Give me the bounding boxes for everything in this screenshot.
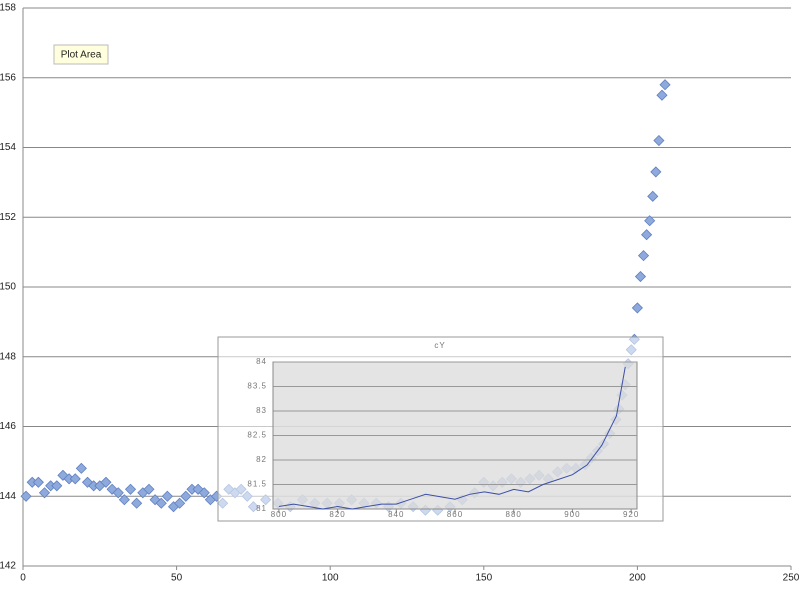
marker [75, 462, 87, 474]
marker [112, 487, 124, 499]
y-tick-label: 84 [256, 357, 267, 366]
y-tick-label: 158 [0, 3, 16, 14]
marker [180, 490, 192, 502]
marker [20, 490, 32, 502]
y-tick-label: 82 [256, 455, 267, 464]
x-tick-label: 860 [447, 510, 463, 519]
x-tick-label: 250 [783, 573, 800, 584]
y-tick-label: 81.5 [247, 480, 267, 489]
x-tick-label: 150 [475, 573, 492, 584]
marker [100, 476, 112, 488]
y-tick-label: 152 [0, 212, 16, 223]
y-tick-label: 83 [256, 406, 267, 415]
y-tick-label: 150 [0, 282, 16, 293]
marker [650, 166, 662, 178]
x-tick-label: 900 [564, 510, 580, 519]
marker [637, 250, 650, 262]
y-tick-label: 83.5 [247, 382, 267, 391]
marker [69, 473, 81, 485]
tooltip-text: Plot Area [61, 50, 102, 61]
marker [653, 134, 665, 147]
x-tick-label: 800 [271, 510, 287, 519]
marker [647, 190, 659, 202]
marker [656, 89, 668, 101]
y-tick-label: 146 [0, 421, 16, 432]
y-tick-label: 144 [0, 491, 16, 502]
x-tick-label: 880 [506, 510, 522, 519]
inset-chart: cY 81 81.5 82 82.5 83 83.5 84 800 820 840 860 880 90… [217, 336, 664, 522]
marker [32, 476, 44, 488]
tooltip-box [53, 44, 109, 65]
y-tick-label: 148 [0, 351, 16, 362]
marker [131, 497, 143, 509]
marker [634, 270, 647, 283]
x-tick-label: 100 [322, 573, 339, 584]
tooltip: Plot Area [53, 44, 109, 65]
y-tick-label: 154 [0, 142, 16, 153]
marker [174, 497, 186, 509]
marker [124, 483, 137, 495]
marker [659, 79, 671, 91]
marker [198, 487, 210, 499]
marker [155, 497, 167, 509]
y-tick-label: 156 [0, 72, 16, 83]
inset-title: cY [434, 341, 445, 350]
marker [631, 302, 643, 314]
marker [38, 487, 51, 499]
x-tick-label: 200 [629, 573, 646, 584]
x-tick-label: 50 [171, 573, 183, 584]
marker [118, 494, 130, 506]
line [278, 366, 626, 510]
x-tick-label: 820 [329, 510, 345, 519]
y-tick-label: 81 [256, 504, 267, 513]
marker [143, 483, 155, 495]
marker [644, 215, 656, 227]
x-tick-label: 920 [623, 510, 639, 519]
marker [641, 229, 653, 241]
x-tick-label: 0 [20, 573, 26, 584]
x-tick-label: 840 [388, 510, 404, 519]
y-tick-label: 142 [0, 561, 16, 572]
marker [51, 480, 63, 492]
marker [161, 490, 173, 502]
y-tick-label: 82.5 [247, 431, 267, 440]
